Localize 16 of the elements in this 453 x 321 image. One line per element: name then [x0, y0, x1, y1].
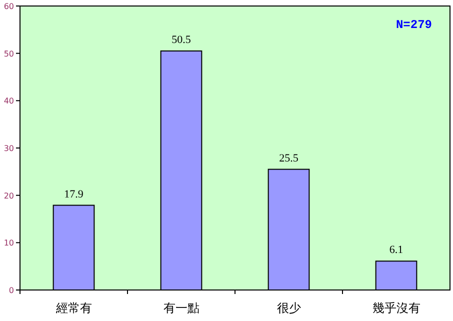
- data-label: 17.9: [64, 188, 84, 200]
- y-tick-label: 30: [4, 144, 14, 153]
- data-label: 50.5: [172, 34, 192, 46]
- y-tick-label: 60: [4, 2, 14, 11]
- annotation: N=279: [396, 18, 432, 32]
- y-tick-label: 20: [4, 191, 14, 200]
- y-tick-label: 10: [4, 238, 14, 248]
- x-tick-label: 有一點: [163, 301, 200, 315]
- x-tick-label: 很少: [276, 301, 301, 315]
- y-tick-label: 0: [8, 286, 14, 295]
- x-tick-label: 幾乎沒有: [372, 301, 420, 315]
- data-label: 25.5: [279, 152, 299, 164]
- y-tick-label: 50: [4, 49, 14, 58]
- data-label: 6.1: [389, 244, 404, 256]
- y-tick-label: 40: [4, 96, 14, 106]
- x-tick-label: 經常有: [54, 301, 92, 315]
